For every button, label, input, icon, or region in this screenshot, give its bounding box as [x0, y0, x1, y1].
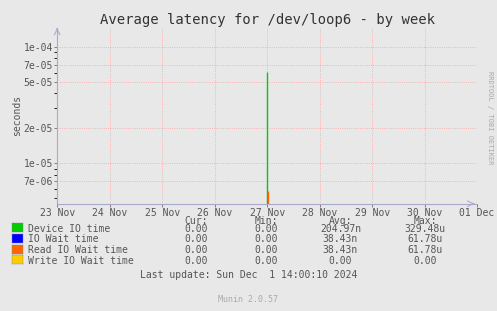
Text: 0.00: 0.00 — [184, 256, 208, 266]
Text: 0.00: 0.00 — [184, 245, 208, 255]
Text: 0.00: 0.00 — [184, 224, 208, 234]
Text: Last update: Sun Dec  1 14:00:10 2024: Last update: Sun Dec 1 14:00:10 2024 — [140, 270, 357, 280]
Text: Max:: Max: — [413, 216, 437, 226]
Text: 0.00: 0.00 — [254, 256, 278, 266]
Text: 0.00: 0.00 — [254, 234, 278, 244]
Text: 0.00: 0.00 — [254, 245, 278, 255]
Text: 0.00: 0.00 — [329, 256, 352, 266]
Text: 204.97n: 204.97n — [320, 224, 361, 234]
Title: Average latency for /dev/loop6 - by week: Average latency for /dev/loop6 - by week — [99, 13, 435, 27]
Text: 38.43n: 38.43n — [323, 234, 358, 244]
Text: IO Wait time: IO Wait time — [28, 234, 99, 244]
Text: 61.78u: 61.78u — [408, 245, 442, 255]
Text: 329.48u: 329.48u — [405, 224, 445, 234]
Text: RRDTOOL / TOBI OETIKER: RRDTOOL / TOBI OETIKER — [487, 72, 493, 165]
Text: Read IO Wait time: Read IO Wait time — [28, 245, 128, 255]
Text: 0.00: 0.00 — [184, 234, 208, 244]
Text: Write IO Wait time: Write IO Wait time — [28, 256, 134, 266]
Y-axis label: seconds: seconds — [12, 95, 22, 137]
Text: Cur:: Cur: — [184, 216, 208, 226]
Text: 38.43n: 38.43n — [323, 245, 358, 255]
Text: 0.00: 0.00 — [413, 256, 437, 266]
Text: Munin 2.0.57: Munin 2.0.57 — [219, 295, 278, 304]
Text: 61.78u: 61.78u — [408, 234, 442, 244]
Text: 0.00: 0.00 — [254, 224, 278, 234]
Text: Device IO time: Device IO time — [28, 224, 110, 234]
Text: Avg:: Avg: — [329, 216, 352, 226]
Text: Min:: Min: — [254, 216, 278, 226]
